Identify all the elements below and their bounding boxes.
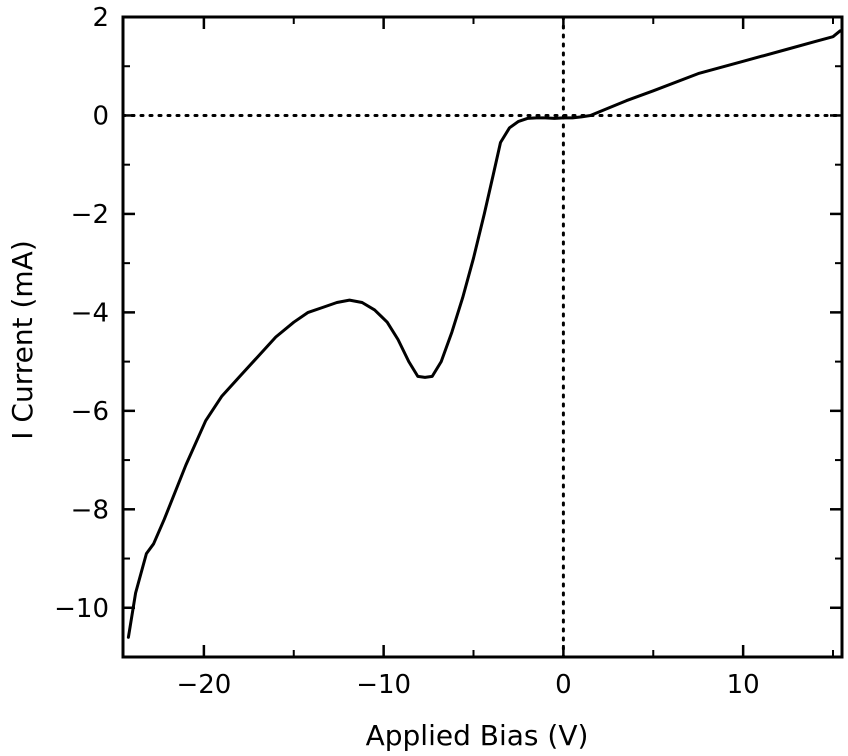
y-tick-label: −2 — [71, 200, 109, 230]
axes-frame — [121, 15, 844, 659]
reference-lines — [121, 15, 844, 659]
plot-frame — [121, 15, 844, 659]
y-axis-title: I Current (mA) — [6, 240, 39, 440]
y-tick-label: −10 — [54, 594, 109, 624]
x-tick-label: −20 — [176, 670, 231, 700]
x-tick-label: −10 — [356, 670, 411, 700]
x-tick-label: 10 — [727, 670, 760, 700]
y-tick-label: 0 — [92, 101, 109, 131]
axis-ticks — [123, 15, 842, 658]
y-tick-label: −4 — [71, 298, 109, 328]
x-axis-title: Applied Bias (V) — [366, 719, 589, 752]
y-tick-label: −8 — [71, 495, 109, 525]
y-tick-label: 2 — [92, 3, 109, 33]
x-tick-label: 0 — [555, 670, 572, 700]
y-tick-label: −6 — [71, 397, 109, 427]
series-line — [126, 29, 842, 639]
